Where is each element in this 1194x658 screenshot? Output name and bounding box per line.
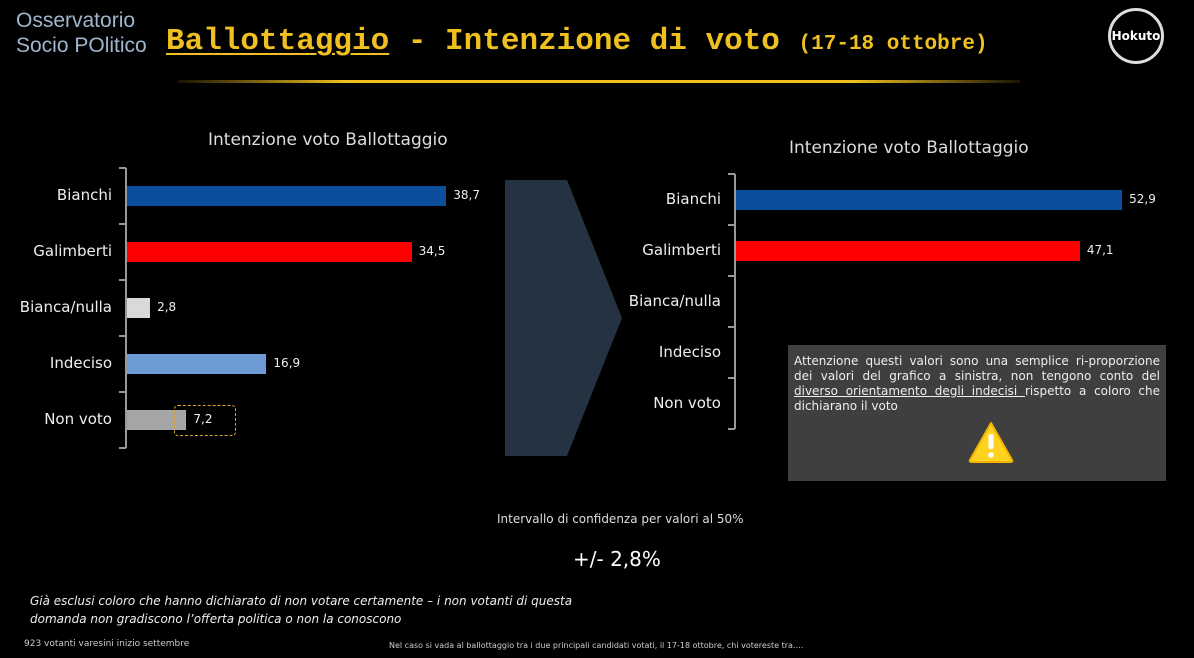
axis-tick bbox=[728, 224, 735, 226]
bar-bianchi bbox=[736, 189, 1123, 210]
axis-tick bbox=[119, 167, 126, 169]
note-text-after: rispetto a coloro che dichiarano il voto bbox=[794, 384, 1161, 413]
axis-tick bbox=[728, 275, 735, 277]
footnote-line-1: Già esclusi coloro che hanno dichiarato … bbox=[30, 594, 573, 608]
page-title: Ballottaggio - Intenzione di voto (17-18… bbox=[166, 24, 988, 59]
chart-axis bbox=[734, 174, 736, 429]
value-label: 52,9 bbox=[1129, 191, 1156, 206]
axis-tick bbox=[119, 279, 126, 281]
note-text-underlined: diverso orientamento degli indecisi bbox=[794, 384, 1025, 398]
chart-left-title: Intenzione voto Ballottaggio bbox=[208, 130, 448, 150]
warning-icon bbox=[968, 422, 1014, 463]
bar-galimberti bbox=[736, 240, 1080, 261]
category-label: Galimberti bbox=[33, 242, 112, 260]
axis-tick bbox=[728, 326, 735, 328]
title-dates: (17-18 ottobre) bbox=[798, 33, 988, 56]
logo-line-2: Socio POlitico bbox=[16, 34, 147, 57]
axis-tick bbox=[728, 173, 735, 175]
confidence-label: Intervallo di confidenza per valori al 5… bbox=[497, 512, 744, 526]
category-label: Bianchi bbox=[665, 189, 721, 208]
footnote-italic: Già esclusi coloro che hanno dichiarato … bbox=[30, 592, 572, 628]
category-label: Non voto bbox=[44, 410, 112, 428]
bar-indeciso bbox=[127, 354, 267, 374]
category-label: Non voto bbox=[653, 393, 721, 412]
osservatorio-logo: Osservatorio Socio POlitico bbox=[16, 8, 147, 58]
logo-line-1: Osservatorio bbox=[16, 9, 136, 32]
category-label: Indeciso bbox=[658, 342, 721, 361]
value-label: 47,1 bbox=[1086, 242, 1114, 257]
axis-tick bbox=[119, 447, 126, 449]
category-label: Galimberti bbox=[642, 240, 721, 259]
chart-axis bbox=[125, 168, 127, 448]
hokuto-badge: Hokuto bbox=[1108, 8, 1164, 64]
bar-bianca-nulla bbox=[127, 298, 151, 318]
bar-bianchi bbox=[127, 186, 447, 206]
axis-tick bbox=[119, 391, 126, 393]
note-text-before: Attenzione questi valori sono una sempli… bbox=[794, 354, 1160, 383]
title-underline-rule bbox=[178, 80, 1020, 83]
value-label: 2,8 bbox=[157, 300, 177, 314]
category-label: Bianca/nulla bbox=[19, 298, 112, 316]
axis-tick bbox=[119, 223, 126, 225]
footnote-line-2: domanda non gradiscono l’offerta politic… bbox=[30, 612, 402, 626]
title-rest: - Intenzione di voto bbox=[389, 24, 799, 59]
axis-tick bbox=[728, 377, 735, 379]
category-label: Bianca/nulla bbox=[628, 291, 721, 310]
value-label: 34,5 bbox=[418, 244, 446, 258]
hokuto-badge-label: Hokuto bbox=[1111, 29, 1161, 43]
category-label: Bianchi bbox=[56, 186, 112, 204]
chevron-arrow-icon bbox=[505, 180, 622, 456]
value-label: 38,7 bbox=[453, 188, 480, 202]
category-label: Indeciso bbox=[49, 354, 112, 372]
bar-galimberti bbox=[127, 242, 412, 262]
sample-note: 923 votanti varesini inizio settembre bbox=[24, 639, 190, 649]
highlight-box bbox=[174, 405, 237, 436]
question-note: Nel caso si vada al ballottaggio tra i d… bbox=[389, 641, 804, 650]
axis-tick bbox=[119, 335, 126, 337]
axis-tick bbox=[728, 428, 735, 430]
value-label: 16,9 bbox=[273, 356, 301, 370]
value-label: 7,2 bbox=[193, 412, 213, 426]
chart-right-title: Intenzione voto Ballottaggio bbox=[789, 138, 1029, 158]
bar-non-voto bbox=[127, 410, 187, 430]
confidence-value: +/- 2,8% bbox=[573, 547, 661, 571]
title-main: Ballottaggio bbox=[166, 24, 390, 59]
